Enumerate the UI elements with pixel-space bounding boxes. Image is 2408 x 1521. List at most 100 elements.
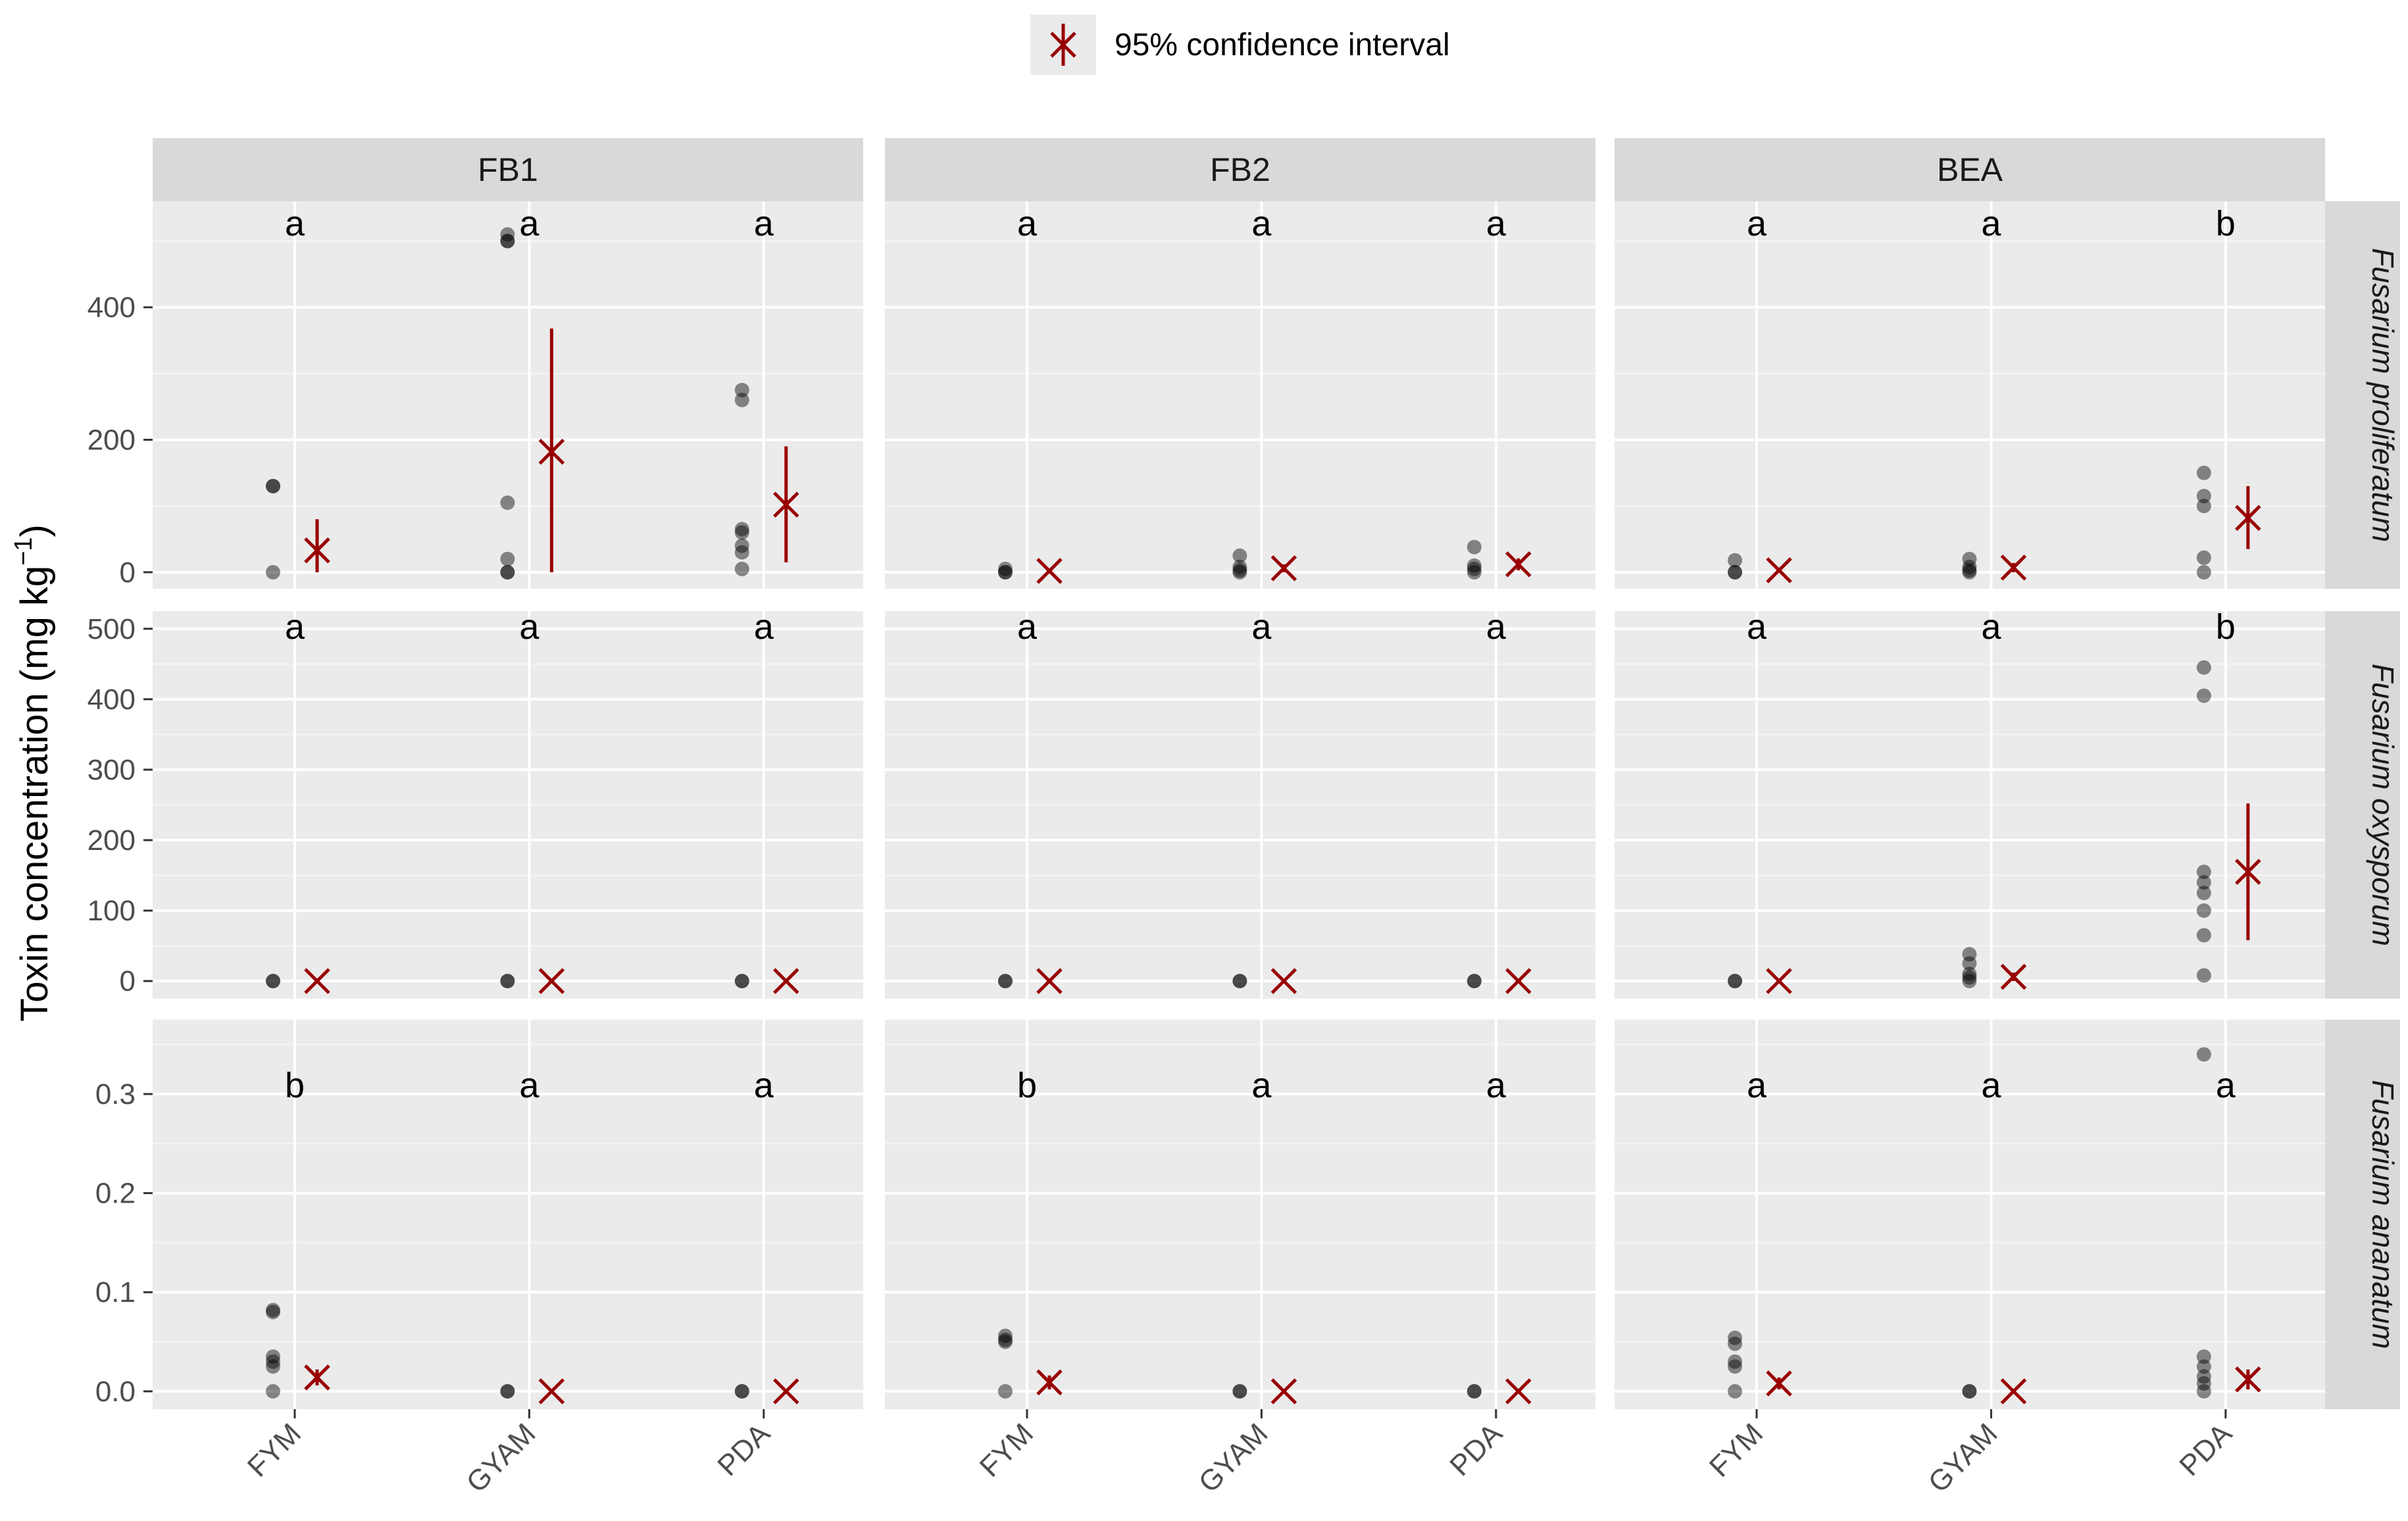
data-point bbox=[1962, 1384, 1977, 1399]
data-point bbox=[734, 525, 749, 540]
x-tick-label: PDA bbox=[2173, 1417, 2238, 1482]
data-point bbox=[1467, 539, 1482, 555]
ci-mean-marker bbox=[1766, 968, 1792, 994]
y-tick-label: 0 bbox=[120, 557, 136, 589]
ci-mean-marker bbox=[2235, 505, 2261, 532]
facet-strip-fb2 bbox=[885, 138, 1595, 201]
data-point bbox=[1728, 974, 1742, 989]
data-point bbox=[2196, 1369, 2211, 1384]
panel-background bbox=[885, 1020, 1595, 1409]
data-point bbox=[1467, 1384, 1482, 1399]
data-point bbox=[1467, 974, 1482, 989]
ci-mean-marker bbox=[1505, 551, 1532, 578]
ci-mean-marker bbox=[773, 968, 799, 994]
significance-letter: a bbox=[754, 1066, 774, 1105]
data-point bbox=[734, 545, 749, 560]
data-point bbox=[500, 564, 515, 580]
ci-mean-marker bbox=[1505, 968, 1532, 994]
data-point bbox=[266, 974, 280, 989]
data-point bbox=[734, 1384, 749, 1399]
ci-mean-marker bbox=[304, 968, 330, 994]
significance-letter: a bbox=[1747, 1066, 1767, 1105]
legend: 95% confidence interval bbox=[1030, 14, 1450, 75]
data-point bbox=[734, 1384, 749, 1399]
significance-letter: b bbox=[285, 1066, 305, 1105]
data-point bbox=[266, 1305, 280, 1320]
y-tick-label: 400 bbox=[88, 684, 136, 716]
significance-letter: a bbox=[1486, 204, 1507, 243]
significance-letter: a bbox=[1981, 204, 2001, 243]
data-point bbox=[500, 1384, 515, 1399]
data-point bbox=[1728, 1384, 1742, 1399]
data-point bbox=[734, 538, 749, 553]
data-point bbox=[266, 1359, 280, 1374]
data-point bbox=[1232, 562, 1247, 578]
y-tick-label: 300 bbox=[88, 754, 136, 786]
significance-letter: a bbox=[1251, 607, 1272, 647]
data-point bbox=[500, 974, 515, 989]
significance-letter: a bbox=[519, 1066, 539, 1105]
data-point bbox=[500, 1384, 515, 1399]
data-point bbox=[2196, 928, 2211, 943]
ci-mean-marker bbox=[1036, 558, 1063, 584]
data-point bbox=[1232, 1384, 1247, 1399]
significance-letter: a bbox=[1017, 204, 1038, 243]
data-point bbox=[2196, 1384, 2211, 1399]
data-point bbox=[2196, 465, 2211, 480]
data-point bbox=[500, 564, 515, 580]
significance-letter: b bbox=[2216, 607, 2236, 647]
significance-letter: a bbox=[1251, 1066, 1272, 1105]
ci-mean-marker bbox=[2000, 1378, 2027, 1405]
data-point bbox=[266, 1303, 280, 1318]
data-point bbox=[998, 974, 1013, 989]
data-point bbox=[1728, 1330, 1742, 1345]
ci-mean-marker bbox=[1270, 1378, 1297, 1405]
y-tick-label: 0 bbox=[120, 965, 136, 997]
data-point bbox=[500, 495, 515, 511]
data-point bbox=[1962, 974, 1977, 989]
data-point bbox=[1232, 548, 1247, 563]
data-point bbox=[1232, 974, 1247, 989]
data-point bbox=[2196, 1349, 2211, 1364]
significance-letter: a bbox=[519, 607, 539, 647]
data-point bbox=[500, 234, 515, 249]
data-point bbox=[1232, 559, 1247, 574]
data-point bbox=[998, 561, 1013, 576]
x-tick-label: FYM bbox=[241, 1417, 307, 1483]
x-tick-label: FYM bbox=[974, 1417, 1040, 1483]
y-tick-label: 0.2 bbox=[95, 1178, 136, 1210]
facet-label-fb1: FB1 bbox=[478, 151, 538, 188]
ci-mean-marker bbox=[304, 1364, 330, 1391]
y-tick-label: 100 bbox=[88, 895, 136, 927]
data-point bbox=[2196, 885, 2211, 901]
significance-letter: a bbox=[754, 204, 774, 243]
legend-label: 95% confidence interval bbox=[1115, 28, 1450, 62]
data-point bbox=[734, 382, 749, 397]
significance-letter: a bbox=[754, 607, 774, 647]
data-point bbox=[500, 227, 515, 242]
data-point bbox=[2196, 660, 2211, 675]
x-tick-label: GYAM bbox=[461, 1417, 542, 1499]
x-tick-label: FYM bbox=[1703, 1417, 1769, 1483]
data-point bbox=[1467, 558, 1482, 573]
ci-mean-marker bbox=[773, 491, 799, 518]
data-point bbox=[500, 551, 515, 566]
data-point bbox=[1728, 553, 1742, 568]
data-point bbox=[998, 1328, 1013, 1343]
data-point bbox=[1962, 559, 1977, 574]
data-point bbox=[1232, 564, 1247, 580]
data-point bbox=[1728, 1354, 1742, 1369]
significance-letter: a bbox=[1486, 1066, 1507, 1105]
significance-letter: a bbox=[1747, 607, 1767, 647]
y-tick-label: 0.1 bbox=[95, 1276, 136, 1309]
data-point bbox=[2196, 550, 2211, 565]
significance-letter: a bbox=[2216, 1066, 2236, 1105]
ci-mean-marker bbox=[2000, 555, 2027, 581]
